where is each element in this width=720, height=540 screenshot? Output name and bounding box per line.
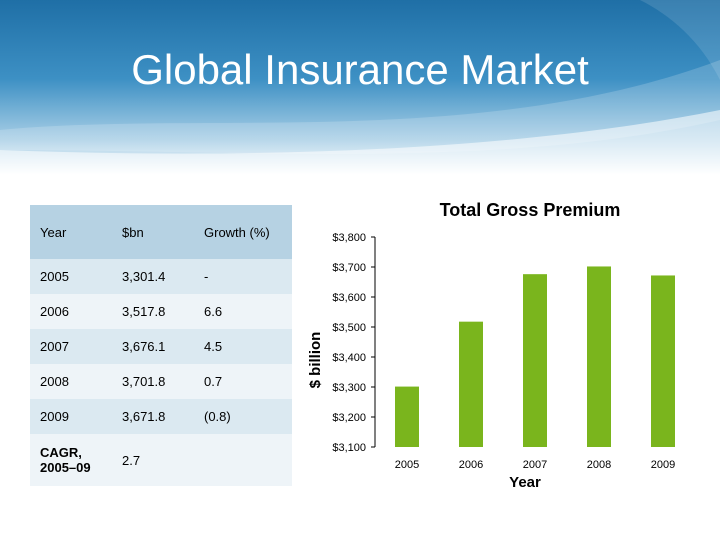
table-cell: 2005 [30,259,112,294]
data-table: Year $bn Growth (%) 2005 3,301.4 - 2006 … [30,205,292,486]
table-cell: 2.7 [112,434,194,486]
bar [459,321,483,447]
table-header-cell: $bn [112,205,194,259]
table-cell: 3,701.8 [112,364,194,399]
table-cell: 3,517.8 [112,294,194,329]
table-cell: (0.8) [194,399,292,434]
page-title: Global Insurance Market [131,46,589,93]
bar [523,274,547,447]
table-cell: 0.7 [194,364,292,399]
x-tick-label: 2008 [587,459,611,470]
x-axis-title: Year [509,474,541,491]
y-tick-label: $3,300 [332,382,366,394]
x-tick-label: 2007 [523,459,547,470]
table-cell: 2008 [30,364,112,399]
table-row: CAGR, 2005–09 2.7 [30,434,292,486]
table-cell: 2007 [30,329,112,364]
table-cell [194,434,292,486]
bar [587,266,611,447]
y-tick-label: $3,400 [332,352,366,364]
table-cell: 2009 [30,399,112,434]
table-header-row: Year $bn Growth (%) [30,205,292,259]
y-tick-label: $3,200 [332,412,366,424]
y-tick-label: $3,800 [332,232,366,244]
bar [395,386,419,447]
y-axis-title-text: $ billion [307,332,324,389]
y-tick-label: $3,600 [332,292,366,304]
table-cell: 3,671.8 [112,399,194,434]
table-cell: 3,676.1 [112,329,194,364]
y-tick-label: $3,700 [332,262,366,274]
y-axis-title: $ billion [307,332,324,389]
header-swoosh-decoration [0,0,720,175]
table-row: 2006 3,517.8 6.6 [30,294,292,329]
table-row: 2009 3,671.8 (0.8) [30,399,292,434]
bar [651,275,675,447]
y-tick-label: $3,500 [332,322,366,334]
x-tick-label: 2005 [395,459,419,470]
y-tick-label: $3,100 [332,442,366,454]
table-row: 2007 3,676.1 4.5 [30,329,292,364]
table-cell: 3,301.4 [112,259,194,294]
table-cell: CAGR, 2005–09 [30,434,112,486]
x-tick-label: 2006 [459,459,483,470]
chart-title: Total Gross Premium [439,200,621,220]
table-cell: - [194,259,292,294]
table-header-cell: Year [30,205,112,259]
x-tick-label: 2009 [651,459,675,470]
table-cell: 4.5 [194,329,292,364]
table-row: 2005 3,301.4 - [30,259,292,294]
table-header-cell: Growth (%) [194,205,292,259]
table-row: 2008 3,701.8 0.7 [30,364,292,399]
table-cell: 2006 [30,294,112,329]
table-cell: 6.6 [194,294,292,329]
bar-chart: $3,100 $3,200 $3,300 $3,400 $3,500 $3,600 $3,7… [332,232,675,470]
